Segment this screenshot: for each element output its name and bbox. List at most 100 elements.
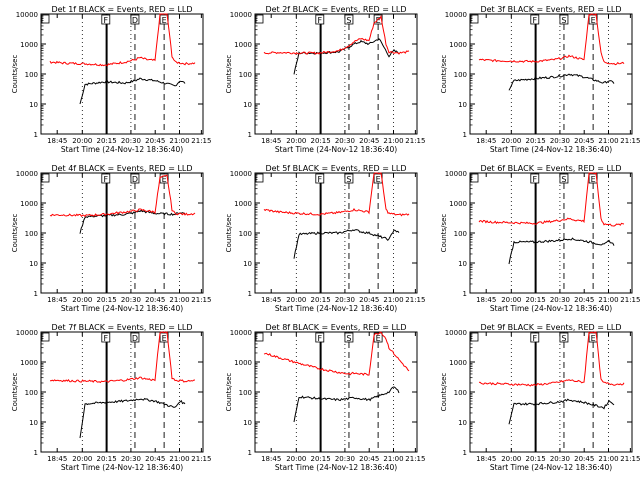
x-tick-label: 20:00 <box>286 137 306 145</box>
x-tick-label: 20:00 <box>501 296 521 304</box>
x-tick-label: 21:15 <box>405 455 425 463</box>
corner-box <box>41 173 50 183</box>
x-tick-label: 20:45 <box>574 296 594 304</box>
y-tick-label: 10000 <box>230 329 252 337</box>
x-tick-label: 18:45 <box>47 455 67 463</box>
y-tick-label: 10 <box>29 101 38 109</box>
y-tick-label: 1000 <box>20 200 38 208</box>
y-tick-label: 10000 <box>16 170 38 178</box>
x-axis-label: Start Time (24-Nov-12 18:36:40) <box>275 304 397 313</box>
x-tick-label: 21:15 <box>620 137 640 145</box>
marker-label: S <box>561 334 566 343</box>
x-tick-label: 20:00 <box>501 455 521 463</box>
x-axis-label: Start Time (24-Nov-12 18:36:40) <box>275 463 397 472</box>
panel-5: Det 5f BLACK = Events, RED = LLD 18:45 20:… <box>225 164 425 313</box>
marker-label: F <box>103 175 108 184</box>
marker-box <box>559 173 569 184</box>
x-tick-label: 21:00 <box>383 296 403 304</box>
y-tick-label: 10000 <box>16 329 38 337</box>
events-series-line <box>293 38 400 75</box>
events-series-line <box>293 229 400 259</box>
x-tick-label: 21:00 <box>383 137 403 145</box>
marker-box <box>159 332 169 343</box>
x-tick-label: 21:00 <box>169 296 189 304</box>
y-tick-label: 10000 <box>230 11 252 19</box>
x-tick-label: 20:45 <box>574 455 594 463</box>
x-tick-label: 20:00 <box>286 455 306 463</box>
y-tick-label: 10000 <box>16 11 38 19</box>
marker-label: F <box>532 175 537 184</box>
x-tick-label: 20:30 <box>335 137 355 145</box>
x-tick-label: 21:00 <box>598 137 618 145</box>
x-tick-label: 20:45 <box>359 455 379 463</box>
marker-box <box>559 14 569 25</box>
x-tick-label: 18:45 <box>261 455 281 463</box>
y-tick-label: 100 <box>239 71 252 79</box>
events-series-line <box>508 398 615 425</box>
marker-label: E <box>591 175 596 184</box>
x-tick-label: 18:45 <box>261 296 281 304</box>
panel-title: Det 4f BLACK = Events, RED = LLD <box>51 164 192 173</box>
x-tick-label: 20:15 <box>526 137 546 145</box>
x-tick-label: 18:45 <box>47 137 67 145</box>
lld-series-line <box>49 13 196 67</box>
y-tick-label: 1000 <box>449 41 467 49</box>
x-tick-label: 20:15 <box>311 455 331 463</box>
lld-series-line <box>49 331 196 384</box>
x-tick-label: 20:45 <box>359 296 379 304</box>
marker-label: S <box>346 16 351 25</box>
y-tick-label: 10000 <box>445 329 467 337</box>
y-tick-label: 100 <box>239 389 252 397</box>
y-tick-label: 100 <box>25 71 38 79</box>
x-tick-label: 21:00 <box>598 455 618 463</box>
plot-frame <box>254 13 418 135</box>
y-tick-label: 1 <box>463 131 467 139</box>
marker-label: F <box>103 16 108 25</box>
marker-label: F <box>103 334 108 343</box>
events-series-line <box>508 73 615 91</box>
y-tick-label: 1 <box>34 131 38 139</box>
x-tick-label: 20:15 <box>311 296 331 304</box>
y-tick-label: 1 <box>248 290 252 298</box>
x-tick-label: 20:15 <box>97 296 117 304</box>
marker-box <box>344 14 354 25</box>
plot-frame <box>469 331 633 453</box>
plot-frame <box>40 331 204 453</box>
y-tick-label: 10 <box>243 101 252 109</box>
marker-box <box>101 332 111 343</box>
marker-box <box>101 173 111 184</box>
lld-series-line <box>478 172 625 227</box>
x-tick-label: 20:00 <box>286 296 306 304</box>
x-tick-label: 20:30 <box>121 455 141 463</box>
y-tick-label: 1 <box>248 131 252 139</box>
lld-series-line <box>478 331 625 387</box>
y-axis-label: Counts/sec <box>11 55 19 94</box>
y-tick-label: 100 <box>454 389 467 397</box>
x-axis-label: Start Time (24-Nov-12 18:36:40) <box>490 304 612 313</box>
marker-label: E <box>591 334 596 343</box>
y-axis-label: Counts/sec <box>440 55 448 94</box>
corner-box <box>470 14 479 24</box>
x-tick-label: 20:30 <box>550 137 570 145</box>
y-axis-label: Counts/sec <box>225 373 233 412</box>
panel-title: Det 7f BLACK = Events, RED = LLD <box>51 323 192 332</box>
marker-box <box>344 173 354 184</box>
marker-label: E <box>162 175 167 184</box>
corner-box <box>41 332 50 342</box>
x-tick-label: 20:15 <box>526 455 546 463</box>
marker-label: S <box>561 175 566 184</box>
x-tick-label: 20:15 <box>526 296 546 304</box>
y-tick-label: 10 <box>458 101 467 109</box>
x-tick-label: 20:00 <box>72 296 92 304</box>
panel-1: Det 1f BLACK = Events, RED = LLD 18:45 20:… <box>11 5 211 154</box>
x-tick-label: 18:45 <box>476 137 496 145</box>
y-tick-label: 100 <box>454 71 467 79</box>
x-tick-label: 21:15 <box>191 137 211 145</box>
panel-title: Det 2f BLACK = Events, RED = LLD <box>265 5 406 14</box>
x-axis-label: Start Time (24-Nov-12 18:36:40) <box>61 145 183 154</box>
x-tick-label: 20:00 <box>72 137 92 145</box>
x-tick-label: 20:00 <box>72 455 92 463</box>
plot-frame <box>40 172 204 294</box>
y-tick-label: 100 <box>239 230 252 238</box>
